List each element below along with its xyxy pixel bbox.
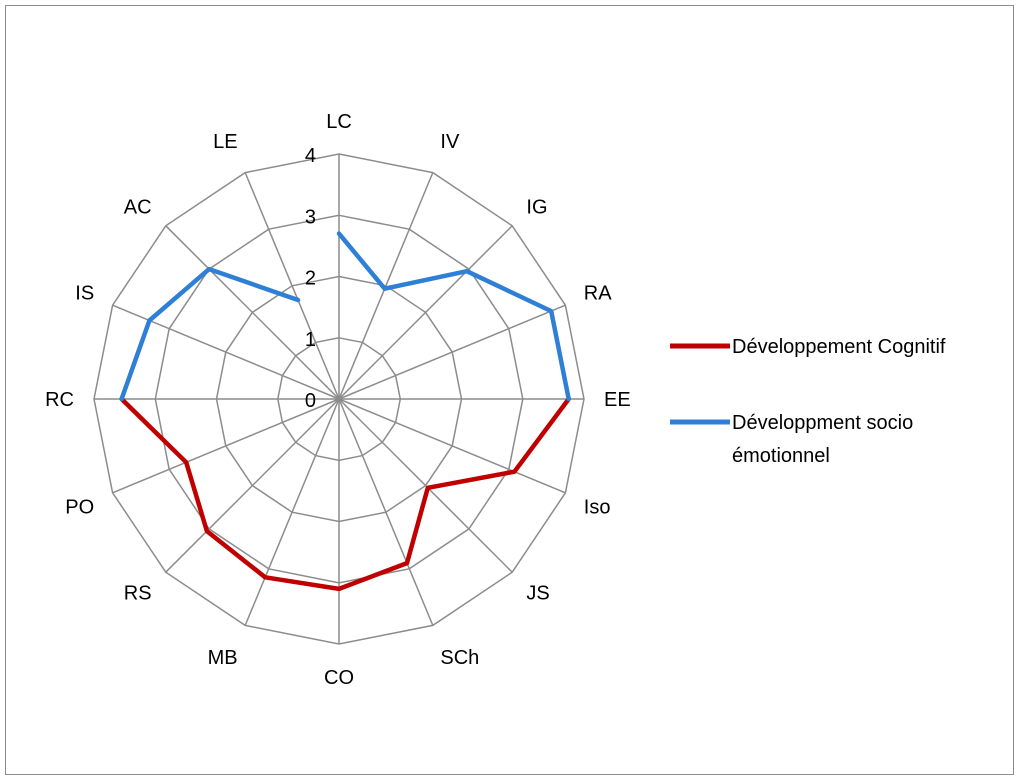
category-label: AC [124,197,152,219]
category-label: LC [326,111,352,133]
radar-grid [93,153,585,645]
category-label: JS [526,582,549,604]
category-label: RC [45,389,74,411]
grid-spoke [338,398,566,494]
series-layer [119,231,571,592]
grid-spoke [112,304,340,400]
grid-spoke [244,172,340,400]
tick-label: 2 [305,268,316,290]
grid-spoke [165,398,340,573]
category-label: EE [604,389,631,411]
tick-label: 4 [305,145,316,167]
category-label: CO [324,667,354,689]
category-label: PO [65,496,94,518]
series-line-2 [336,231,571,402]
grid-spoke [338,225,513,400]
category-label: IG [526,197,547,219]
grid-spoke [112,398,340,494]
radar-chart: 0 1 2 3 4 LC IV IG RA EE Iso JS SCh CO MB RS PO RC IS AC LE… [45,111,946,689]
grid-spoke [338,398,513,573]
legend-label-2: Développment socio [732,412,913,434]
category-labels: LC IV IG RA EE Iso JS SCh CO MB RS PO RC IS AC LE [45,111,631,689]
category-label: IS [75,283,94,305]
legend: Développement Cognitif Développment socio… [670,336,946,467]
tick-label: 1 [305,329,316,351]
category-label: RS [124,582,152,604]
series-line-2 [119,266,301,402]
grid-spoke [338,398,434,626]
category-label: MB [208,647,238,669]
category-label: RA [584,283,612,305]
category-label: LE [213,131,237,153]
tick-label: 0 [305,390,316,412]
tick-labels: 0 1 2 3 4 [305,145,316,412]
category-label: Iso [584,496,611,518]
series-line-1 [119,396,571,592]
grid-spoke [338,304,566,400]
category-label: SCh [440,647,479,669]
grid-spoke [338,172,434,400]
chart-area: 0 1 2 3 4 LC IV IG RA EE Iso JS SCh CO MB RS PO RC IS AC LE… [5,5,1014,775]
grid-spoke [165,225,340,400]
category-label: IV [440,131,460,153]
legend-label-1: Développement Cognitif [732,336,946,358]
legend-label-2: émotionnel [732,445,830,467]
tick-label: 3 [305,206,316,228]
grid-spoke [244,398,340,626]
